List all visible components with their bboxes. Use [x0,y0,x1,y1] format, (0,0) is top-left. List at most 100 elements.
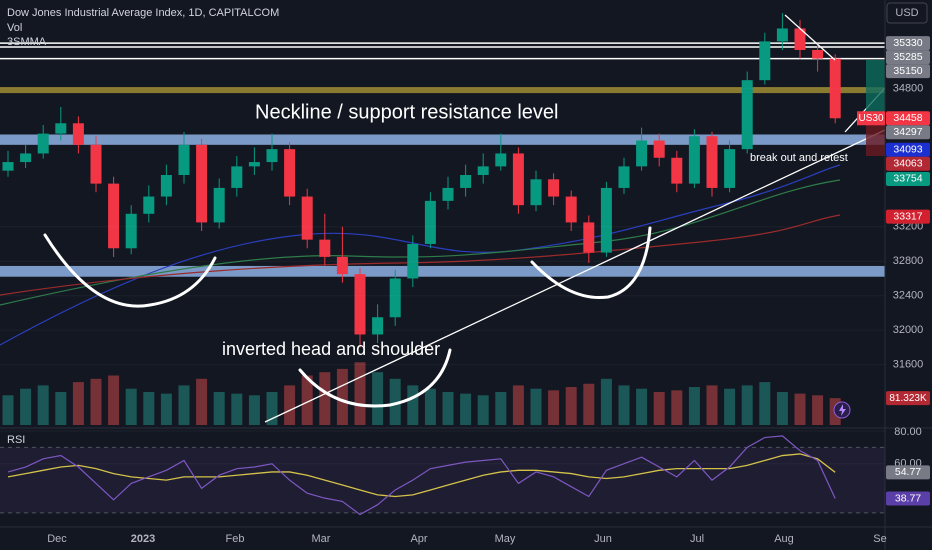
price-tick-label: 34800 [893,83,924,95]
volume-bar [671,390,683,425]
annotation: Neckline / support resistance level [255,101,558,123]
alert-bolt [839,404,846,416]
candle-body [248,162,260,167]
volume-bar [248,395,260,425]
volume-bar [354,362,366,425]
currency[interactable]: USD [895,7,918,19]
volume-bar [530,388,542,425]
price-badge [886,209,930,224]
long-position-profit [866,60,885,118]
candle-body [460,175,472,188]
price-badge-text: 35285 [893,51,922,63]
candle-body [706,136,718,188]
rsi-badge [886,465,930,480]
ma-green [0,179,841,306]
volume-bar [565,387,577,425]
candle-body [108,183,120,249]
candle-body [20,153,32,163]
candle-body [336,256,348,275]
candle-body [442,187,454,201]
volume-bar [812,395,824,425]
volume-bar [55,392,67,425]
candle-body [741,80,753,150]
rsi-tick-label: 80.00 [894,426,922,438]
volume-bar [2,395,14,425]
price-badge-text: 34297 [893,126,922,138]
descending-line [784,14,836,61]
rsi-values [7,435,836,516]
price-tick-label: 31600 [893,359,924,371]
volume-bar [372,372,384,425]
volume-bar [548,390,560,425]
time-label: Feb [226,533,245,545]
left-shoulder [43,233,217,308]
volume-bar [759,382,771,425]
ma-red [0,214,841,296]
price-badge-text: 33754 [893,173,922,185]
candle-body [319,239,331,257]
volume-bar [495,392,507,425]
time-label: Dec [47,533,67,545]
volume-bar [72,382,84,425]
volume-bar [143,392,155,425]
time-label: Se [873,533,886,545]
price-badge-text: 35150 [893,65,922,77]
candle-body [759,41,771,81]
volume-bar [407,385,419,425]
annotation: break out and retest [750,152,848,164]
volume-bar [37,385,49,425]
long-position-loss [866,118,885,156]
volume-bar [460,393,472,425]
volume-bar [583,383,595,425]
time-label: Jul [690,533,704,545]
candle-body [565,196,577,223]
volume-bar [160,393,172,425]
volume-bar [724,388,736,425]
candle-body [653,140,665,158]
candle-body [407,243,419,279]
price-badge [886,50,930,65]
candle-body [794,28,806,50]
volume-bar [776,392,788,425]
candle-body [372,317,384,335]
volume-bar [794,393,806,425]
candle-body [548,179,560,197]
rsi-band [0,447,885,513]
zone [0,87,885,94]
candle-body [618,166,630,188]
volume-bar [706,385,718,425]
candle-body [125,213,137,249]
candle-body [301,196,313,240]
volume-bar [20,388,32,425]
candle-body [90,144,102,184]
candle-body [583,222,595,253]
volume-bar [196,378,208,425]
candle-body [812,50,824,59]
price-badge [886,36,930,51]
candle-body [266,149,278,163]
price-badge-text: 33317 [893,210,922,222]
symbol-title: Dow Jones Industrial Average Index, 1D, … [7,7,279,19]
volume-bar [266,392,278,425]
candle-body [37,133,49,154]
price-badge [886,142,930,157]
zone [0,265,885,277]
head [298,348,452,408]
candle-body [829,58,841,119]
volume-bar [178,385,190,425]
candle-body [143,196,155,214]
volume-bar [618,385,630,425]
volume-bar [301,375,313,425]
volume-bar [477,395,489,425]
candle-body [495,153,507,167]
volume-bar [213,392,225,425]
candle-body [724,149,736,188]
candle-body [671,157,683,184]
time-label: Aug [774,533,794,545]
volume-bar [653,392,665,425]
volume-bar [512,385,524,425]
currency-button[interactable] [886,2,928,24]
volume-bar [108,375,120,425]
price-badge [886,171,930,186]
indicator-label: Vol [7,22,22,34]
